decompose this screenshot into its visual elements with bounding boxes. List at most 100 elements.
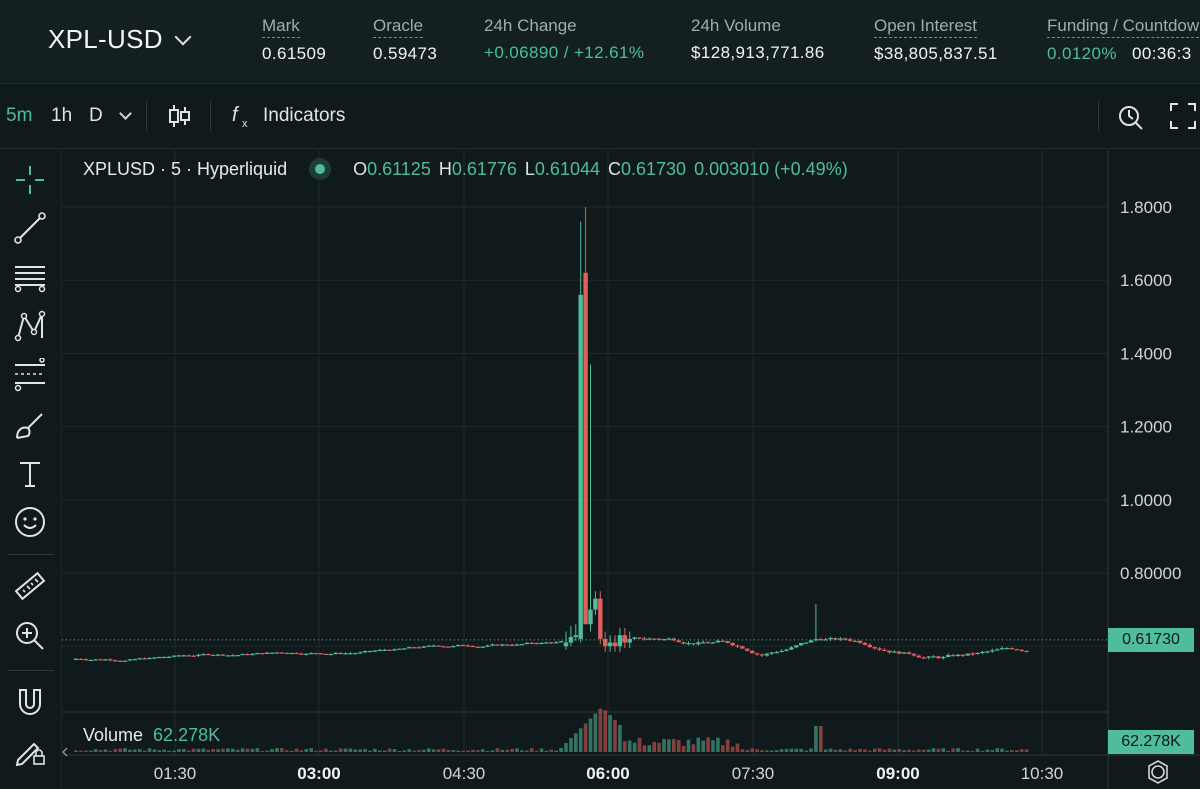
funding-label[interactable]: Funding / Countdown xyxy=(1047,16,1200,38)
candle-body xyxy=(206,653,211,656)
candle-body xyxy=(975,652,980,655)
volume-bar xyxy=(1005,750,1009,752)
text-icon[interactable] xyxy=(12,456,48,492)
interval-1h[interactable]: 1h xyxy=(51,105,73,126)
pattern-icon[interactable] xyxy=(12,308,48,344)
volume-bar xyxy=(382,750,387,752)
candle-body xyxy=(456,644,461,647)
volume-bar xyxy=(539,748,544,752)
function-icon[interactable]: f x xyxy=(228,101,258,131)
candle-body xyxy=(710,642,716,644)
candle-body xyxy=(916,655,921,658)
lock-drawing-icon[interactable] xyxy=(12,732,48,768)
volume-bar xyxy=(338,748,343,752)
volume-bar xyxy=(451,750,456,752)
settings-gear-icon[interactable] xyxy=(1151,765,1165,779)
candle-body xyxy=(103,659,108,661)
volume-bar xyxy=(921,749,926,752)
volume-bar xyxy=(358,749,362,752)
candle-body xyxy=(284,652,289,655)
time-tick-label: 07:30 xyxy=(732,764,775,783)
fullscreen-icon[interactable] xyxy=(1168,101,1198,131)
price-tick-label: 1.0000 xyxy=(1120,491,1172,510)
fib-retracement-icon[interactable] xyxy=(12,358,48,394)
time-tick-label: 06:00 xyxy=(586,764,629,783)
candle-body xyxy=(132,659,137,661)
zoom-in-icon[interactable] xyxy=(12,618,48,654)
market-header: XPL-USD Mark 0.61509 Oracle 0.59473 24h … xyxy=(0,0,1200,84)
candle-body xyxy=(897,651,902,654)
volume-bar xyxy=(951,748,955,752)
volume-bar xyxy=(760,750,764,752)
volume-bar xyxy=(93,749,98,752)
candle-body xyxy=(980,651,985,654)
crosshair-icon[interactable] xyxy=(12,162,48,198)
candle-body xyxy=(480,646,485,648)
alert-clock-icon[interactable] xyxy=(1116,101,1146,131)
candle-body xyxy=(421,646,427,648)
oracle-label[interactable]: Oracle xyxy=(373,16,424,38)
candle-body xyxy=(264,652,270,655)
volume-bar xyxy=(446,749,451,752)
candle-body xyxy=(627,638,632,643)
mark-label[interactable]: Mark xyxy=(262,16,300,38)
interval-chevron-down-icon[interactable] xyxy=(119,107,132,120)
candle-body xyxy=(402,648,407,650)
candle-body xyxy=(637,637,642,639)
low-value: 0.61044 xyxy=(534,158,600,179)
horizontal-lines-icon[interactable] xyxy=(12,260,48,296)
candle-body xyxy=(656,638,662,640)
brush-icon[interactable] xyxy=(12,408,48,444)
volume-bar xyxy=(721,745,725,752)
candle-body xyxy=(392,649,397,651)
interval-5m[interactable]: 5m xyxy=(6,105,33,126)
candle-body xyxy=(936,656,941,659)
candle-body xyxy=(955,654,961,657)
toolbar-divider xyxy=(210,101,211,131)
live-status-icon[interactable] xyxy=(309,158,332,180)
candle-body xyxy=(490,644,495,646)
settings-gear-icon[interactable] xyxy=(1148,760,1168,784)
candle-body xyxy=(416,647,422,649)
candle-type-icon[interactable] xyxy=(164,101,194,131)
volume-bar xyxy=(294,748,299,752)
indicators-button[interactable]: Indicators xyxy=(263,105,346,126)
volume-bar xyxy=(814,726,818,752)
interval-d[interactable]: D xyxy=(89,105,103,126)
volume-bar xyxy=(147,748,152,752)
open-interest-label[interactable]: Open Interest xyxy=(874,16,978,38)
ruler-icon[interactable] xyxy=(12,568,48,604)
volume-bar xyxy=(848,748,852,752)
volume-bar xyxy=(353,749,358,752)
candle-body xyxy=(460,644,466,647)
candle-body xyxy=(794,645,799,648)
price-chart[interactable]: 1.8000 1.6000 1.4000 1.2000 1.0000 0.80000 01:… xyxy=(62,150,1200,789)
candle-body xyxy=(960,654,966,656)
candle-body xyxy=(666,638,672,640)
trend-line-icon[interactable] xyxy=(12,210,48,246)
pair-selector[interactable]: XPL-USD xyxy=(48,24,192,55)
volume-bar xyxy=(128,749,132,752)
emoji-icon[interactable] xyxy=(12,504,48,540)
candle-body xyxy=(686,643,691,645)
stat-oracle: Oracle 0.59473 xyxy=(373,16,437,64)
volume-bar xyxy=(828,748,833,752)
volume-bar xyxy=(750,748,754,752)
volume-bar xyxy=(152,749,157,752)
volume-bar xyxy=(275,748,279,752)
volume-bar xyxy=(872,748,877,752)
candle-body xyxy=(353,653,358,655)
volume-bar xyxy=(902,750,906,752)
last-price-tag: 0.61730 xyxy=(1108,628,1194,652)
volume-bar xyxy=(304,749,309,752)
candle-body xyxy=(808,640,814,643)
price-tick-label: 0.80000 xyxy=(1120,564,1181,583)
candle-body xyxy=(191,655,196,657)
volume-bar xyxy=(931,748,936,752)
volume-bar xyxy=(877,748,882,752)
volume-bar xyxy=(980,750,985,752)
candle-body xyxy=(813,639,819,641)
volume-bar xyxy=(701,740,705,752)
magnet-icon[interactable] xyxy=(12,684,48,720)
volume-bar xyxy=(431,749,436,752)
